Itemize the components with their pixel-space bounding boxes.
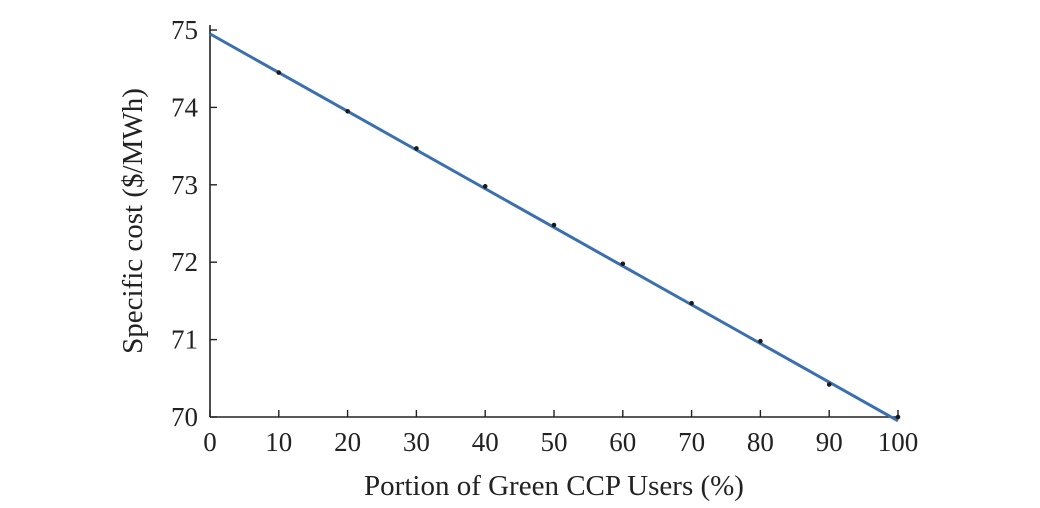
data-point [276, 70, 282, 75]
series [209, 32, 901, 423]
x-axis-title: Portion of Green CCP Users (%) [364, 470, 744, 502]
x-ticks: 0 10 20 30 40 50 60 70 80 90 100 [203, 410, 918, 457]
x-tick-label: 40 [472, 427, 499, 457]
data-point [826, 382, 832, 387]
x-tick-label: 0 [203, 427, 217, 457]
x-tick-label: 60 [609, 427, 636, 457]
data-point [414, 146, 419, 151]
x-tick-label: 80 [747, 427, 774, 457]
x-tick-label: 70 [678, 427, 705, 457]
x-tick-label: 20 [334, 427, 361, 457]
data-point [620, 261, 626, 267]
fit-line [209, 32, 899, 423]
y-ticks: 70 71 72 73 74 75 [171, 15, 217, 432]
y-tick-label: 73 [171, 170, 198, 200]
x-tick-label: 30 [403, 427, 430, 457]
x-tick-label: 100 [878, 427, 919, 457]
y-tick-label: 70 [171, 402, 198, 432]
y-tick-label: 75 [171, 15, 198, 45]
data-point [551, 222, 557, 228]
y-tick-label: 72 [171, 247, 198, 277]
y-tick-label: 71 [171, 325, 198, 355]
data-point [345, 108, 350, 114]
data-point [482, 184, 488, 189]
axes [209, 25, 898, 418]
y-tick-label: 74 [171, 92, 199, 122]
x-tick-label: 90 [816, 427, 843, 457]
data-point [895, 414, 901, 420]
data-point [758, 338, 763, 344]
y-axis-title: Specific cost ($/MWh) [117, 88, 149, 354]
data-point [689, 300, 694, 306]
x-tick-label: 10 [265, 427, 292, 457]
x-tick-label: 50 [541, 427, 568, 457]
